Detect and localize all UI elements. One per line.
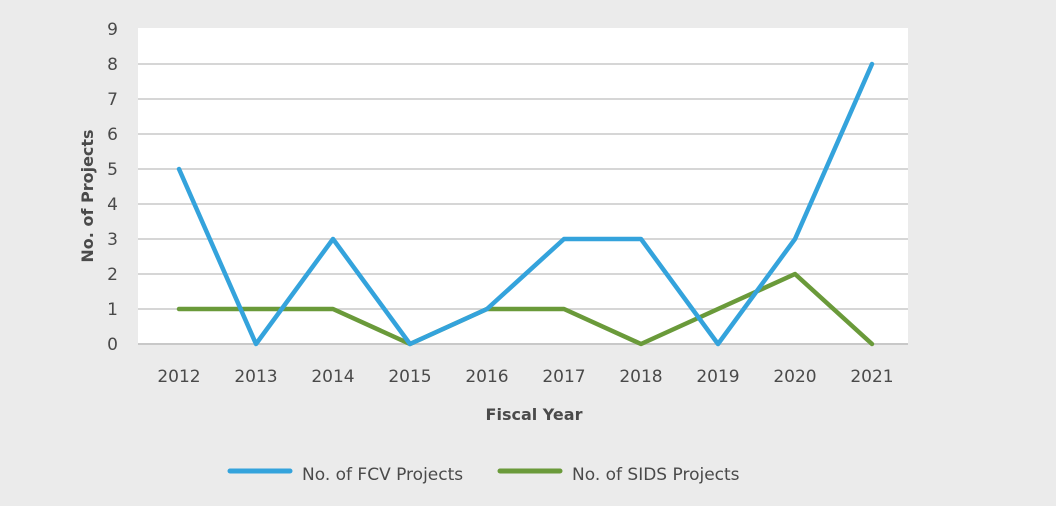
x-tick-label: 2013 bbox=[234, 367, 277, 387]
legend: No. of FCV Projects No. of SIDS Projects bbox=[227, 465, 740, 485]
x-tick-label: 2014 bbox=[311, 367, 354, 387]
x-tick-label: 2015 bbox=[388, 367, 431, 387]
y-tick-label: 2 bbox=[107, 265, 118, 285]
y-tick-label: 4 bbox=[107, 195, 118, 215]
legend-label-fcv: No. of FCV Projects bbox=[302, 465, 463, 485]
series-lines bbox=[176, 61, 875, 347]
x-tick-label: 2012 bbox=[157, 367, 200, 387]
x-tick-label: 2016 bbox=[465, 367, 508, 387]
y-axis-title: No. of Projects bbox=[78, 129, 97, 262]
y-tick-label: 8 bbox=[107, 55, 118, 75]
x-tick-label: 2021 bbox=[850, 367, 893, 387]
y-tick-label: 7 bbox=[107, 90, 118, 110]
x-axis-ticks: 2012 2013 2014 2015 2016 2017 2018 2019 2020 2021 bbox=[157, 367, 893, 387]
x-tick-label: 2017 bbox=[542, 367, 585, 387]
y-tick-label: 6 bbox=[107, 125, 118, 145]
y-tick-label: 5 bbox=[107, 160, 118, 180]
plot-area bbox=[138, 28, 908, 345]
legend-item-fcv[interactable]: No. of FCV Projects bbox=[227, 465, 463, 485]
y-tick-label: 1 bbox=[107, 300, 118, 320]
y-axis-ticks: 0 1 2 3 4 5 6 7 8 9 bbox=[107, 20, 118, 355]
y-tick-label: 0 bbox=[107, 335, 118, 355]
x-axis-title: Fiscal Year bbox=[486, 405, 583, 424]
legend-item-sids[interactable]: No. of SIDS Projects bbox=[497, 465, 740, 485]
series-line-fcv bbox=[176, 61, 875, 347]
y-tick-label: 3 bbox=[107, 230, 118, 250]
x-tick-label: 2019 bbox=[696, 367, 739, 387]
legend-label-sids: No. of SIDS Projects bbox=[572, 465, 740, 485]
x-tick-label: 2018 bbox=[619, 367, 662, 387]
y-tick-label: 9 bbox=[107, 20, 118, 40]
x-tick-label: 2020 bbox=[773, 367, 816, 387]
